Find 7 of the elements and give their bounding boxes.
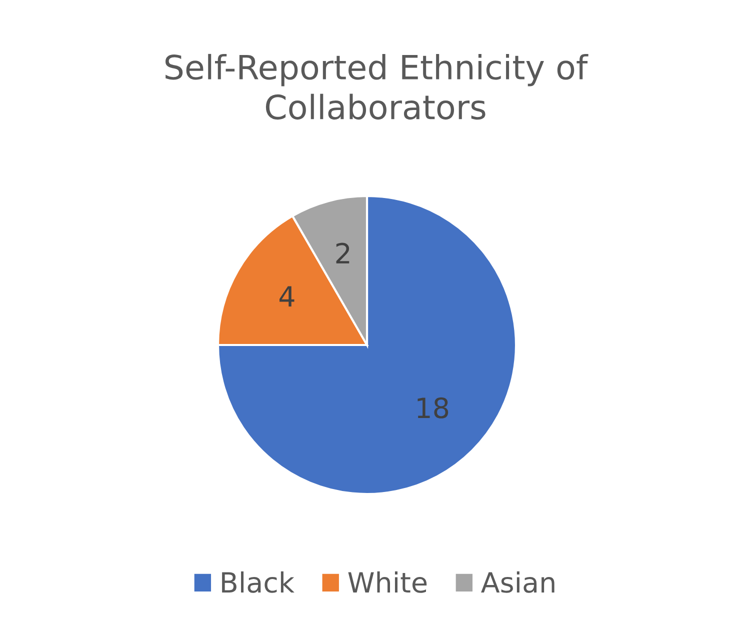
legend-label: Black <box>222 571 294 593</box>
data-label: 2 <box>336 242 350 264</box>
data-label: 4 <box>280 286 294 306</box>
legend-label: Asian <box>481 571 554 593</box>
chart-title: Self-Reported Ethnicity of Collaborators <box>166 54 588 120</box>
legend-label: White <box>348 571 427 593</box>
data-label: 18 <box>418 397 448 418</box>
